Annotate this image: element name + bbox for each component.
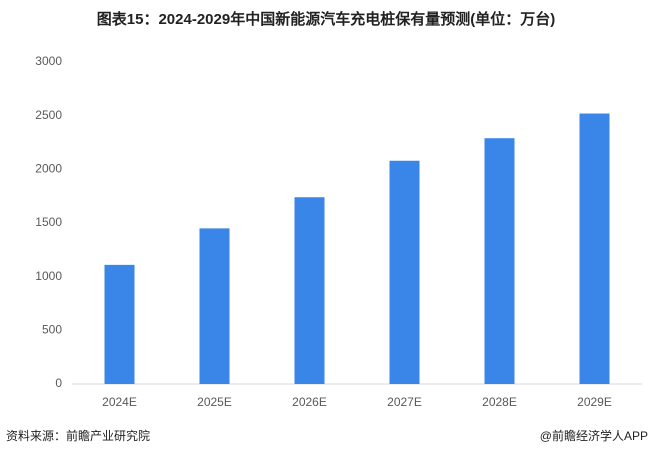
x-tick-label: 2024E [102,395,137,409]
y-tick-label: 2500 [35,108,62,122]
x-tick-label: 2028E [482,395,517,409]
credit: @前瞻经济学人APP [540,428,648,443]
y-tick-label: 0 [55,376,62,390]
source: 资料来源：前瞻产业研究院 [6,428,150,443]
y-tick-label: 1500 [35,215,62,229]
x-tick-label: 2029E [577,395,612,409]
bar [104,264,135,384]
chart-title: 图表15：2024-2029年中国新能源汽车充电桩保有量预测(单位：万台) [97,10,555,28]
bar [579,113,610,385]
y-tick-label: 2000 [35,162,62,176]
bar [484,138,515,384]
bar [294,197,325,384]
y-tick-label: 3000 [35,54,62,68]
x-tick-label: 2025E [197,395,232,409]
x-tick-label: 2027E [387,395,422,409]
y-tick-label: 500 [42,323,62,337]
bar [389,160,420,384]
x-tick-label: 2026E [292,395,327,409]
y-tick-label: 1000 [35,269,62,283]
bar [199,228,230,384]
